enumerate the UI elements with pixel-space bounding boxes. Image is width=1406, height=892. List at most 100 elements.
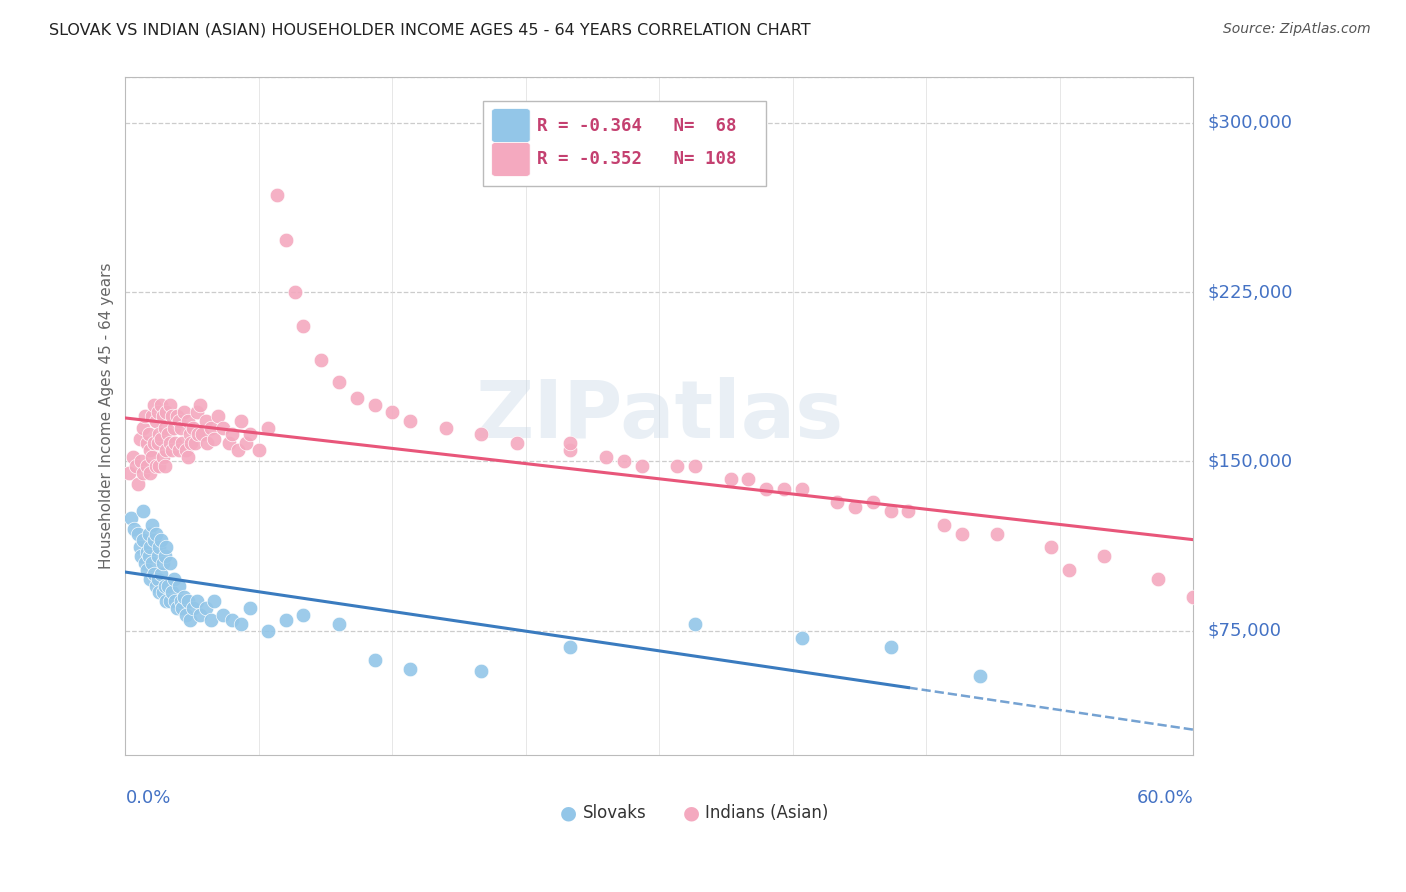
Point: [1039, 540, 1062, 554]
Point: [166, 409, 188, 424]
Point: [630, 458, 652, 473]
Point: [138, 526, 160, 541]
Point: [135, 458, 157, 473]
Point: [128, 540, 150, 554]
Point: [153, 579, 176, 593]
Point: [897, 504, 920, 518]
Point: [146, 549, 169, 564]
Point: [212, 607, 235, 622]
Text: Indians (Asian): Indians (Asian): [706, 804, 828, 822]
Point: [790, 631, 813, 645]
Point: [737, 473, 759, 487]
Text: 0.0%: 0.0%: [125, 789, 172, 807]
Point: [159, 594, 181, 608]
Point: [506, 436, 529, 450]
Point: [309, 352, 332, 367]
Text: R = -0.364   N=  68: R = -0.364 N= 68: [537, 117, 737, 135]
Point: [125, 458, 148, 473]
Point: [121, 450, 143, 464]
Point: [157, 579, 180, 593]
Point: [131, 549, 153, 564]
Point: [283, 285, 305, 299]
Point: [1182, 590, 1205, 604]
Point: [146, 436, 169, 450]
Point: [132, 533, 155, 548]
Point: [172, 436, 194, 450]
Point: [363, 653, 385, 667]
Point: [231, 414, 253, 428]
Point: [120, 511, 142, 525]
Point: [128, 432, 150, 446]
Point: [755, 482, 778, 496]
Point: [157, 427, 180, 442]
Point: [470, 665, 492, 679]
Point: [720, 473, 742, 487]
Point: [274, 613, 297, 627]
Point: [683, 458, 706, 473]
Point: [124, 522, 146, 536]
Point: [152, 450, 174, 464]
Text: $150,000: $150,000: [1208, 452, 1292, 470]
Point: [399, 414, 422, 428]
Point: [177, 594, 200, 608]
Text: Slovaks: Slovaks: [582, 804, 647, 822]
Point: [138, 427, 160, 442]
Point: [595, 450, 617, 464]
Point: [191, 427, 214, 442]
Point: [186, 405, 208, 419]
Point: [148, 540, 170, 554]
Point: [148, 458, 170, 473]
Point: [159, 398, 181, 412]
Point: [235, 436, 257, 450]
Point: [148, 427, 170, 442]
Point: [200, 613, 222, 627]
Point: [167, 443, 190, 458]
Point: [165, 436, 187, 450]
Point: [150, 533, 173, 548]
Point: [1146, 572, 1168, 586]
Point: [226, 443, 249, 458]
Point: [666, 458, 689, 473]
Point: [239, 427, 262, 442]
Point: [292, 607, 315, 622]
Point: [177, 414, 200, 428]
Point: [969, 669, 991, 683]
Point: [381, 405, 404, 419]
Point: [131, 454, 153, 468]
Point: [155, 594, 177, 608]
Point: [145, 526, 167, 541]
Point: [141, 556, 163, 570]
Text: ●: ●: [683, 804, 700, 822]
Point: [146, 405, 169, 419]
Point: [434, 420, 457, 434]
Point: [179, 427, 201, 442]
Point: [169, 594, 191, 608]
Point: [328, 376, 350, 390]
Point: [188, 398, 211, 412]
Point: [150, 432, 173, 446]
Point: [159, 556, 181, 570]
Point: [188, 607, 211, 622]
Point: [986, 526, 1008, 541]
Point: [132, 466, 155, 480]
Text: 60.0%: 60.0%: [1136, 789, 1194, 807]
Point: [160, 585, 183, 599]
Point: [127, 526, 149, 541]
Point: [162, 572, 184, 586]
FancyBboxPatch shape: [492, 109, 530, 143]
Point: [231, 617, 253, 632]
Text: R = -0.352   N= 108: R = -0.352 N= 108: [537, 151, 737, 169]
Point: [139, 540, 162, 554]
Text: Source: ZipAtlas.com: Source: ZipAtlas.com: [1223, 22, 1371, 37]
Point: [146, 572, 169, 586]
Point: [560, 436, 582, 450]
Point: [159, 436, 181, 450]
Point: [200, 420, 222, 434]
Point: [145, 414, 167, 428]
FancyBboxPatch shape: [492, 143, 530, 177]
Point: [174, 607, 197, 622]
Point: [145, 458, 167, 473]
Point: [194, 414, 217, 428]
Text: SLOVAK VS INDIAN (ASIAN) HOUSEHOLDER INCOME AGES 45 - 64 YEARS CORRELATION CHART: SLOVAK VS INDIAN (ASIAN) HOUSEHOLDER INC…: [49, 22, 811, 37]
Point: [155, 443, 177, 458]
